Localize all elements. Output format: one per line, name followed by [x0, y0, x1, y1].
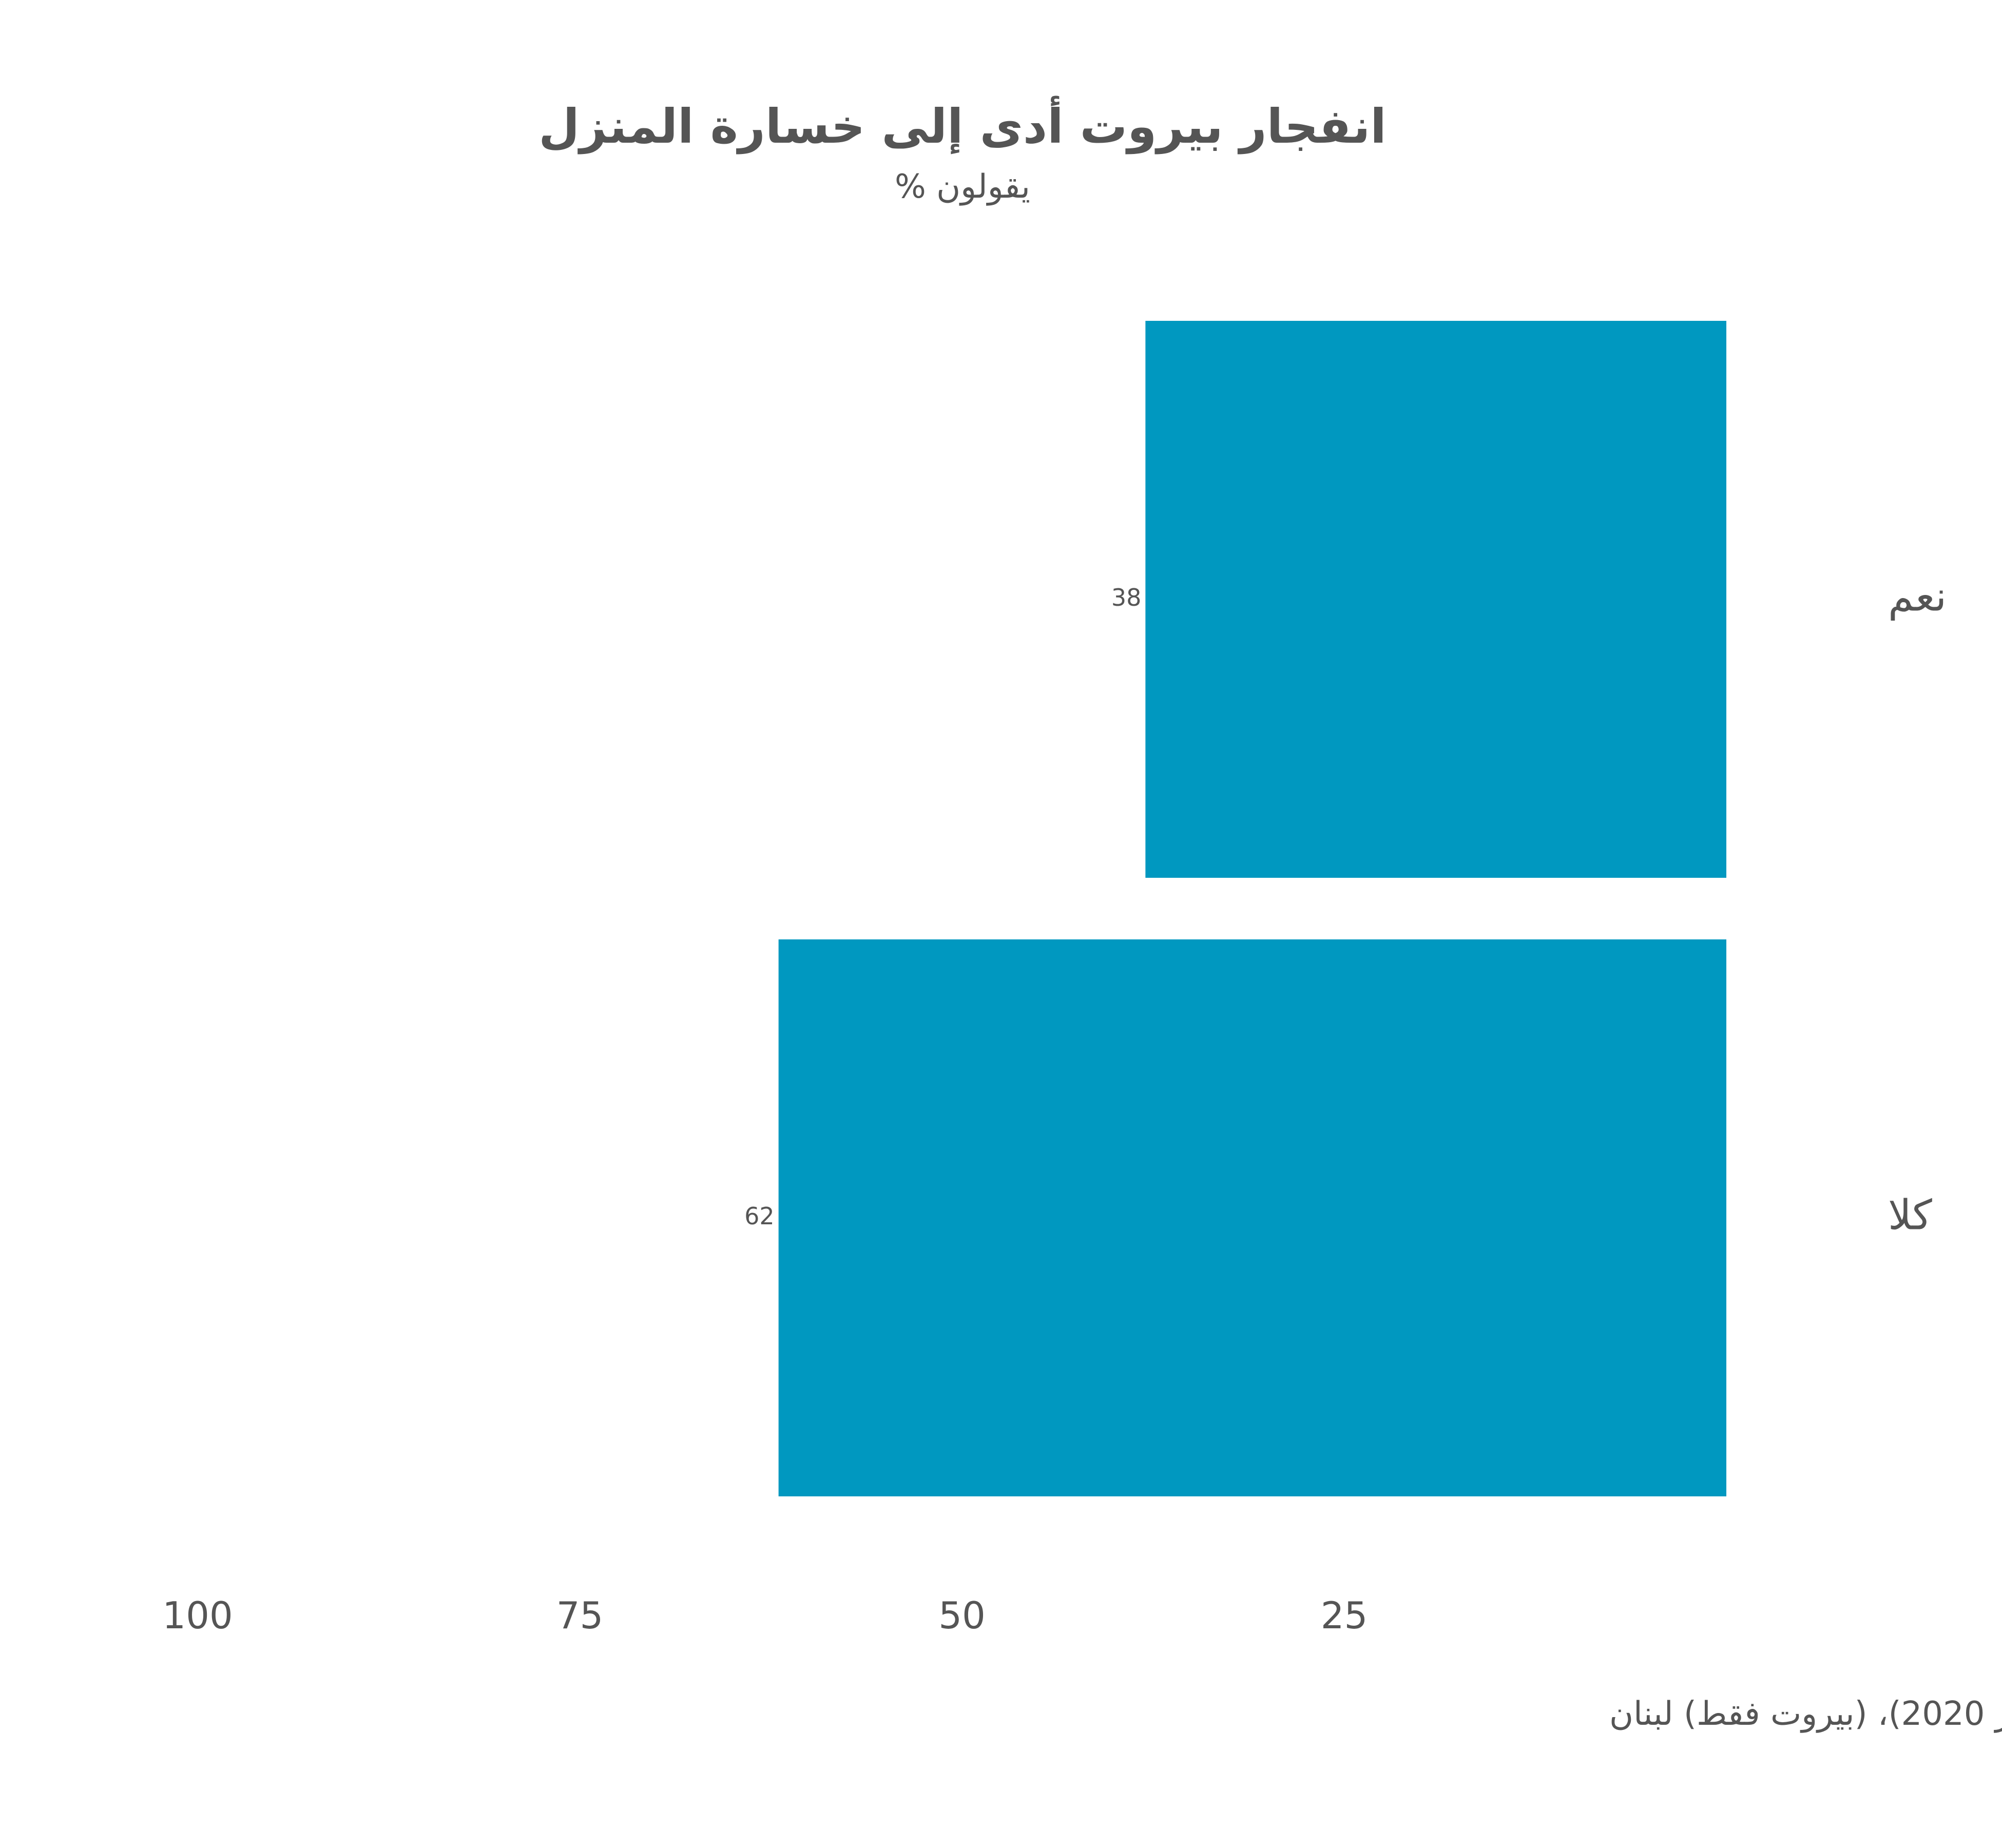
bar-2 [778, 939, 1726, 1496]
chart-title: انفجار بيروت أدى إلى خسارة المنزل [538, 95, 1387, 155]
bar-1 [1145, 321, 1726, 878]
data-label-1: 38 [1111, 584, 1142, 611]
chart-subtitle: % يقولون [895, 168, 1030, 206]
y-axis: نعم كلا [1888, 572, 1947, 1239]
category-label-1: نعم [1888, 572, 1947, 621]
x-tick-label-2: 75 [556, 1594, 604, 1637]
x-tick-label-3: 50 [938, 1594, 986, 1637]
bars: 38 62 [744, 321, 1726, 1496]
x-axis: 100 75 50 25 [162, 1594, 1368, 1637]
category-label-2: كلا [1888, 1191, 1933, 1239]
x-tick-label-1: 100 [162, 1594, 233, 1637]
data-label-2: 62 [744, 1202, 775, 1230]
x-tick-label-4: 25 [1321, 1594, 1368, 1637]
chart-caption: الباروميتر العربي، الدورة السادسة - الجز… [1609, 1692, 2002, 1733]
